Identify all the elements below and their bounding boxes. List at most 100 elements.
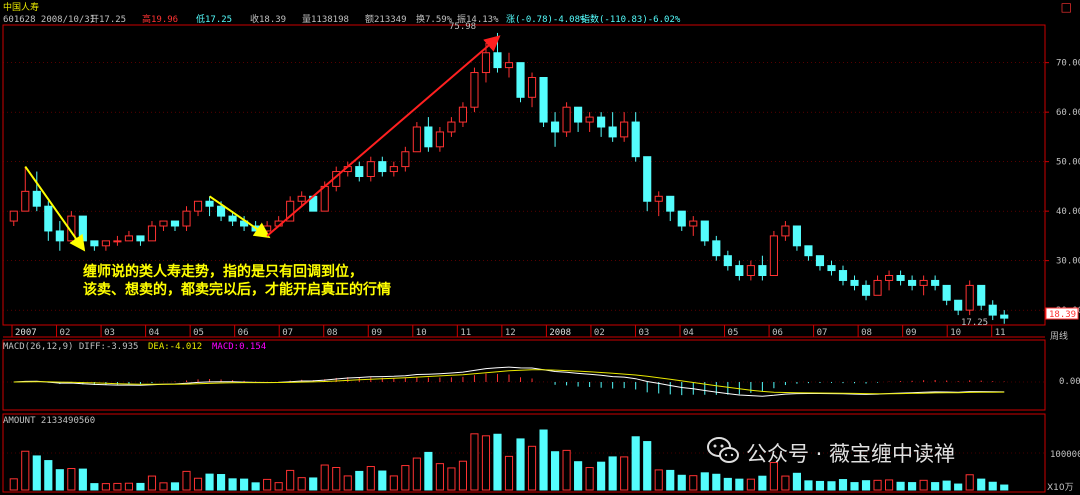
peak-label: 75.98 xyxy=(449,22,476,32)
month-tick-label: 08 xyxy=(861,328,872,338)
candle-body xyxy=(838,270,848,281)
amount-bar xyxy=(182,470,191,491)
month-tick-label: 04 xyxy=(683,328,694,338)
amount-bar xyxy=(574,461,583,491)
amount-bar xyxy=(447,467,456,491)
candle-body xyxy=(758,265,767,277)
candle-body xyxy=(32,190,41,207)
macd-label: MACD(26,12,9) DIFF:-3.935 xyxy=(3,342,138,352)
candle-body xyxy=(746,265,755,277)
amount-bar xyxy=(366,466,375,491)
amount-bar xyxy=(170,482,180,491)
change-value: 涨(-0.78)-4.08% xyxy=(506,14,586,25)
candle-body xyxy=(78,215,87,242)
code-date: 601628 2008/10/31 xyxy=(3,15,95,25)
candle-body xyxy=(44,205,53,232)
amount-bar xyxy=(240,478,249,491)
month-tick-label: 07 xyxy=(282,328,293,338)
amount-bar xyxy=(689,475,698,491)
candle-body xyxy=(516,62,525,98)
candle-body xyxy=(320,185,329,212)
amount-bar xyxy=(44,460,53,491)
close-value: 收18.39 xyxy=(250,13,286,25)
amount-bar xyxy=(597,461,606,491)
candle-body xyxy=(90,240,99,247)
low-value: 低17.25 xyxy=(196,13,232,25)
candle-body xyxy=(21,190,30,212)
month-tick-label: 02 xyxy=(594,328,605,338)
candle-body xyxy=(493,52,502,69)
candle-body xyxy=(481,52,491,74)
candle-body xyxy=(585,116,594,123)
candle-body xyxy=(562,106,571,133)
candle-body xyxy=(712,240,721,257)
amount-bar xyxy=(286,469,295,491)
candle-body xyxy=(597,116,606,128)
candle-body xyxy=(113,240,122,243)
stock-title: 中国人寿 xyxy=(3,1,39,13)
amount-bar xyxy=(700,472,709,491)
candle-body xyxy=(378,161,387,173)
amount-bar xyxy=(21,450,30,491)
amount-bar xyxy=(424,451,433,491)
amount-bar xyxy=(677,474,686,491)
candle-body xyxy=(424,126,433,148)
amount-bar xyxy=(389,475,398,491)
month-tick-label: 03 xyxy=(104,328,115,338)
candle-body xyxy=(458,106,468,123)
amount-bar xyxy=(896,481,905,491)
candle-body xyxy=(539,77,548,123)
candle-body xyxy=(101,240,110,247)
candle-body xyxy=(608,126,617,138)
amount-bar xyxy=(746,478,755,491)
amount-bar xyxy=(78,468,87,491)
amount-bar xyxy=(193,477,203,491)
amount-bar xyxy=(101,483,110,491)
amount-bar xyxy=(723,477,732,491)
amount-bar xyxy=(297,477,306,491)
amount-bar xyxy=(712,473,721,491)
candle-body xyxy=(550,121,560,133)
amount-histogram xyxy=(9,429,1009,491)
amount-bar xyxy=(332,467,341,491)
candle-body xyxy=(401,151,410,168)
amount-bar xyxy=(954,483,963,491)
amount-bar xyxy=(481,435,491,491)
amount-bar xyxy=(643,441,652,491)
amount-value: 额213349 xyxy=(365,13,407,25)
amount-bar xyxy=(274,482,283,491)
month-tick-label: 04 xyxy=(149,328,160,338)
candle-body xyxy=(884,275,894,281)
candle-body xyxy=(896,275,905,281)
candle-body xyxy=(286,200,295,222)
amount-bar xyxy=(113,482,122,491)
month-tick-label: 08 xyxy=(327,328,338,338)
amount-bar xyxy=(309,477,318,491)
close-icon[interactable]: □ xyxy=(1060,0,1072,14)
amount-bar xyxy=(792,472,802,491)
amount-bar xyxy=(527,445,537,491)
price-tick-label: 50.00 xyxy=(1056,158,1080,168)
candle-body xyxy=(850,279,859,286)
amount-bar xyxy=(769,462,778,491)
annotation-line-1: 缠师说的类人寿走势，指的是只有回调到位， xyxy=(83,263,363,280)
current-price: 18.39 xyxy=(1049,310,1076,320)
yellow-arrow-2 xyxy=(208,195,271,239)
amount-bar xyxy=(585,467,594,491)
month-tick-label: 2007 xyxy=(15,328,37,338)
amount-bar xyxy=(919,479,928,491)
amount-bar xyxy=(815,480,825,491)
candle-body xyxy=(942,284,951,301)
candle-body xyxy=(216,205,226,217)
amount-bar xyxy=(1000,484,1009,491)
price-tick-label: 30.00 xyxy=(1056,257,1080,267)
amount-bar xyxy=(861,480,871,491)
amount-bar xyxy=(435,463,444,491)
amount-bar xyxy=(205,473,214,491)
month-tick-label: 05 xyxy=(193,328,204,338)
open-value: 开17.25 xyxy=(90,14,126,25)
candle-body xyxy=(205,200,214,207)
candle-body xyxy=(504,62,514,69)
amount-bar xyxy=(228,478,237,491)
